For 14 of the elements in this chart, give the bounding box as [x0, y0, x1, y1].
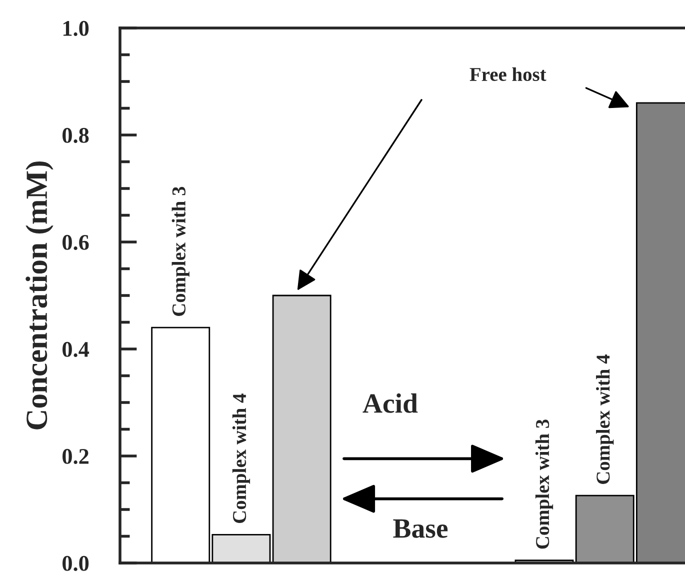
- y-tick-label: 1.0: [63, 20, 89, 36]
- annotation: Acid: [362, 393, 418, 413]
- x-tick-label: Complex with 3: [172, 186, 190, 316]
- y-tick-label: 0.6: [62, 234, 89, 250]
- x-tick-label: Complex with 4: [232, 394, 250, 523]
- y-tick-label: 0.4: [62, 342, 90, 358]
- y-tick-label: 0.8: [62, 128, 89, 144]
- x-tick-label: Complex with 3: [535, 420, 554, 549]
- annotation: Free host: [470, 67, 546, 82]
- x-tick-label: Complex with 4: [596, 354, 614, 484]
- y-tick-label: 0.0: [62, 556, 89, 572]
- y-tick-label: 0.2: [62, 448, 88, 464]
- annotation: Base: [393, 519, 448, 538]
- y-axis-title: Concentration (mM): [26, 161, 54, 430]
